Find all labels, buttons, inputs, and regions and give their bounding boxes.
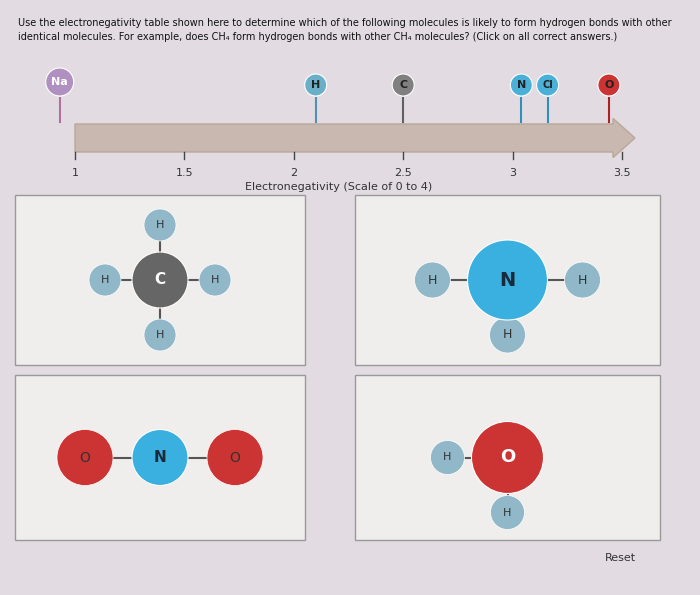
Circle shape <box>510 74 533 96</box>
Circle shape <box>414 262 451 298</box>
Circle shape <box>144 209 176 241</box>
Text: H: H <box>428 274 438 287</box>
Circle shape <box>392 74 414 96</box>
Text: H: H <box>578 274 587 287</box>
FancyBboxPatch shape <box>355 195 660 365</box>
Circle shape <box>468 240 547 320</box>
Text: C: C <box>399 80 407 90</box>
Text: 3: 3 <box>509 168 516 178</box>
Text: Na: Na <box>51 77 68 87</box>
Text: H: H <box>101 275 109 285</box>
Text: Cl: Cl <box>542 80 553 90</box>
Circle shape <box>199 264 231 296</box>
Text: O: O <box>500 449 515 466</box>
FancyBboxPatch shape <box>15 195 305 365</box>
Text: Use the electronegativity table shown here to determine which of the following m: Use the electronegativity table shown he… <box>18 18 671 28</box>
Text: Electronegativity (Scale of 0 to 4): Electronegativity (Scale of 0 to 4) <box>245 182 432 192</box>
Circle shape <box>598 74 620 96</box>
Text: O: O <box>604 80 614 90</box>
Circle shape <box>132 252 188 308</box>
Text: H: H <box>503 328 512 342</box>
Text: H: H <box>443 453 452 462</box>
Text: Reset: Reset <box>604 553 636 563</box>
Text: 2: 2 <box>290 168 298 178</box>
Circle shape <box>132 430 188 486</box>
Text: 2.5: 2.5 <box>394 168 412 178</box>
Circle shape <box>489 317 526 353</box>
Text: H: H <box>311 80 321 90</box>
Circle shape <box>304 74 327 96</box>
Circle shape <box>144 319 176 351</box>
Circle shape <box>207 430 263 486</box>
Circle shape <box>89 264 121 296</box>
Text: H: H <box>211 275 219 285</box>
Text: N: N <box>517 80 526 90</box>
Text: H: H <box>156 220 164 230</box>
Circle shape <box>46 68 74 96</box>
FancyBboxPatch shape <box>15 375 305 540</box>
Text: O: O <box>230 450 240 465</box>
Circle shape <box>564 262 601 298</box>
Text: C: C <box>155 273 166 287</box>
Text: 3.5: 3.5 <box>613 168 631 178</box>
Text: O: O <box>80 450 90 465</box>
FancyBboxPatch shape <box>355 375 660 540</box>
Circle shape <box>57 430 113 486</box>
Text: H: H <box>156 330 164 340</box>
Circle shape <box>491 496 524 530</box>
Circle shape <box>430 440 465 474</box>
Text: identical molecules. For example, does CH₄ form hydrogen bonds with other CH₄ mo: identical molecules. For example, does C… <box>18 32 617 42</box>
Text: 1.5: 1.5 <box>176 168 193 178</box>
Text: H: H <box>503 508 512 518</box>
FancyArrow shape <box>75 118 635 158</box>
Text: N: N <box>499 271 516 290</box>
Text: 1: 1 <box>71 168 78 178</box>
Text: N: N <box>153 450 167 465</box>
Circle shape <box>472 421 543 493</box>
Circle shape <box>537 74 559 96</box>
